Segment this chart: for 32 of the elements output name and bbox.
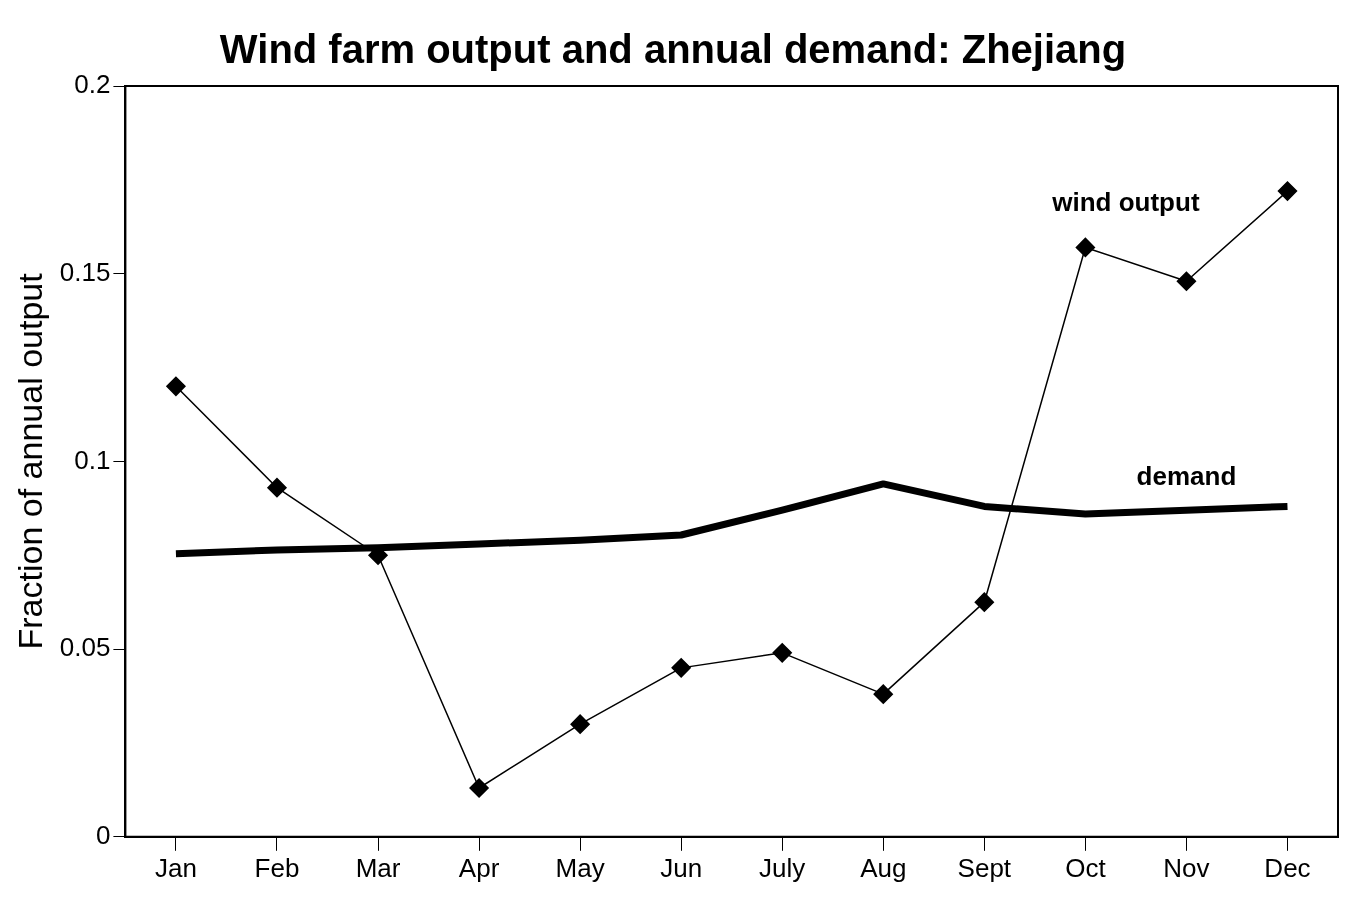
point xyxy=(469,778,489,798)
x-tick-label: Oct xyxy=(1065,852,1107,883)
x-tick-label: Jun xyxy=(660,852,703,883)
point xyxy=(166,376,186,397)
point xyxy=(1277,181,1298,201)
point xyxy=(1176,271,1197,291)
x-tick-label: Mar xyxy=(355,852,401,883)
point xyxy=(772,643,792,663)
point xyxy=(570,714,590,734)
x-tick-label: July xyxy=(759,852,806,883)
point xyxy=(873,684,894,704)
x-tick-label: Feb xyxy=(254,852,300,883)
x-tick-label: Jan xyxy=(154,852,197,883)
series-label: demand xyxy=(1136,461,1237,492)
point xyxy=(974,592,995,612)
chart-title: Wind farm output and annual demand: Zhejiang xyxy=(219,27,1127,72)
y-axis-title: Fraction of annual output xyxy=(10,272,49,650)
y-tick-label: 0.2 xyxy=(74,69,111,100)
x-tick-label: Dec xyxy=(1264,852,1311,883)
x-tick-label: May xyxy=(555,852,605,883)
x-tick-label: Apr xyxy=(458,852,500,883)
y-tick-label: 0.05 xyxy=(59,632,111,663)
point xyxy=(1075,237,1096,258)
point xyxy=(671,658,691,678)
y-tick-label: 0.15 xyxy=(59,256,111,287)
point xyxy=(267,477,287,498)
series-label: wind output xyxy=(1051,187,1200,218)
x-tick-label: Sept xyxy=(957,852,1012,883)
y-tick-label: 0.1 xyxy=(74,444,111,475)
x-tick-label: Aug xyxy=(860,852,907,883)
y-tick-label: 0 xyxy=(95,819,111,850)
x-tick-label: Nov xyxy=(1163,852,1210,883)
